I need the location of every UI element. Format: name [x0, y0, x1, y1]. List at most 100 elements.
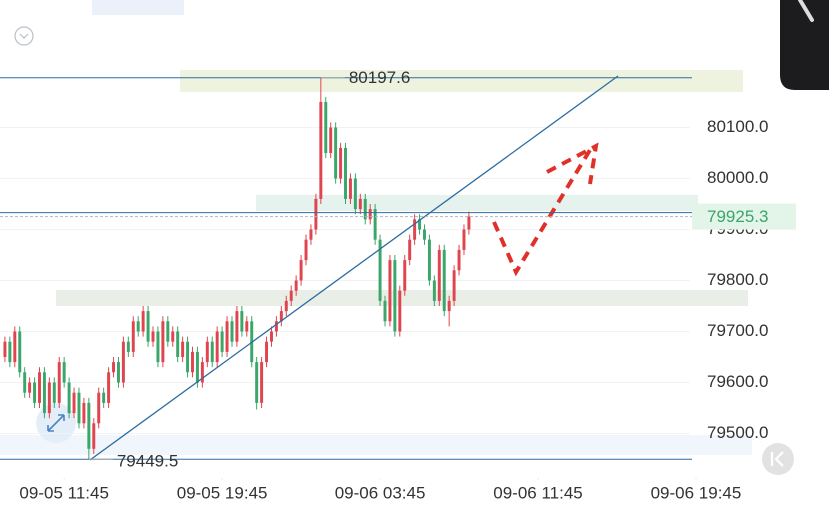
candle-body [467, 216, 471, 230]
candle-body [452, 270, 456, 301]
candle-body [136, 321, 140, 332]
trend-line [89, 75, 619, 461]
candle-body [274, 321, 278, 332]
candle-body [210, 341, 214, 363]
y-tick-label: 79500.0 [707, 423, 768, 442]
candle-body [195, 351, 199, 383]
candle-body [388, 260, 392, 322]
candle-body [77, 392, 81, 424]
top-tab [92, 0, 184, 15]
scroll-latest-button[interactable] [762, 443, 794, 475]
x-tick-label: 09-05 19:45 [177, 483, 268, 502]
candle-body [462, 229, 466, 250]
candle-body [378, 239, 382, 301]
forecast-arrow [492, 148, 592, 277]
candle-body [38, 372, 41, 403]
candle-body [339, 147, 343, 179]
candle-body [87, 402, 91, 449]
candle-body [47, 382, 51, 414]
candle-body [131, 321, 135, 352]
candle-body [260, 362, 264, 403]
candle-body [245, 321, 249, 332]
candle-body [289, 290, 293, 301]
low-label: 79449.5 [117, 452, 178, 471]
candle-body [67, 382, 71, 414]
x-tick-label: 09-06 03:45 [335, 483, 426, 502]
candle-body [235, 311, 239, 342]
candle-body [97, 392, 101, 424]
y-tick-label: 79600.0 [707, 372, 768, 391]
candle-body [146, 311, 150, 342]
zone-band [180, 70, 743, 92]
candle-body [442, 249, 446, 312]
last-price-label: 79925.3 [707, 207, 768, 226]
candle-body [393, 260, 397, 332]
candle-body [294, 280, 298, 291]
candle-body [408, 239, 412, 261]
candle-body [230, 321, 234, 342]
x-tick-label: 09-06 19:45 [651, 483, 742, 502]
x-tick-label: 09-05 11:45 [19, 483, 108, 502]
candle-body [33, 382, 37, 403]
zone-band [0, 435, 752, 455]
overlay-layer: 80197.6 79449.5 79925.3 [0, 68, 796, 475]
candle-body [215, 331, 219, 363]
last-price-box [692, 203, 796, 230]
candle-body [191, 351, 194, 373]
candle-body [383, 300, 387, 322]
candle-body [3, 341, 7, 357]
candle-body [176, 331, 180, 357]
candle-body [186, 341, 190, 373]
candle-body [457, 249, 461, 271]
candle-body [200, 362, 204, 383]
candle-body [112, 362, 116, 373]
candle-body [181, 341, 185, 357]
plot-area: 79500.079600.079700.079800.079900.080000… [0, 77, 768, 502]
candle-body [423, 229, 426, 240]
candle-body [141, 311, 145, 332]
candle-body [82, 402, 86, 424]
candle-body [427, 239, 431, 281]
candle-body [205, 341, 209, 363]
zone-band [56, 290, 748, 306]
candle-body [161, 321, 165, 363]
candle-body [92, 423, 96, 449]
candle-body [240, 311, 244, 332]
candle-body [353, 178, 357, 210]
candle-body [279, 311, 283, 322]
candle-body [284, 300, 288, 312]
candle-body [225, 321, 229, 352]
candle-body [151, 331, 155, 342]
arrow-head [546, 142, 599, 185]
candle-body [116, 362, 120, 383]
candle-body [57, 362, 61, 403]
candle-body [107, 372, 111, 403]
y-tick-label: 80000.0 [707, 168, 768, 187]
high-label: 80197.6 [349, 68, 410, 87]
candle-body [52, 382, 56, 403]
candle-body [166, 321, 170, 342]
candle-body [314, 198, 318, 230]
candle-body [363, 198, 367, 220]
collapse-button[interactable] [14, 26, 34, 46]
candle-body [23, 372, 27, 393]
x-tick-label: 09-06 11:45 [493, 483, 582, 502]
candle-body [398, 290, 402, 332]
candle-body [329, 127, 333, 153]
candle-body [171, 331, 175, 342]
y-tick-label: 80100.0 [707, 117, 768, 136]
chevron-icon [19, 33, 29, 39]
candle-body [102, 392, 106, 403]
candle-body [299, 260, 303, 281]
candle-body [72, 392, 76, 414]
y-tick-label: 79700.0 [707, 321, 768, 340]
background-layer [0, 0, 829, 455]
candle-body [62, 362, 66, 383]
candle-body [334, 127, 338, 179]
corner-icon [798, 0, 814, 22]
candle-body [324, 102, 328, 153]
y-tick-label: 79800.0 [707, 270, 768, 289]
candle-body [447, 300, 451, 312]
candle-body [255, 362, 259, 403]
